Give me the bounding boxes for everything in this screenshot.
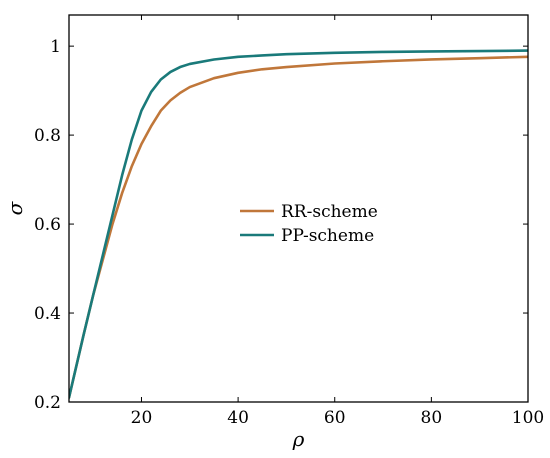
x-tick-label: 40 xyxy=(227,408,249,428)
y-tick-label: 0.8 xyxy=(34,126,61,146)
legend-label-pp-scheme: PP-scheme xyxy=(281,226,374,246)
x-tick-label: 80 xyxy=(421,408,443,428)
x-tick-label: 60 xyxy=(324,408,346,428)
x-axis-label: ρ xyxy=(292,427,305,451)
legend-label-rr-scheme: RR-scheme xyxy=(281,202,378,222)
y-tick-label: 0.6 xyxy=(34,215,61,235)
x-tick-label: 20 xyxy=(131,408,153,428)
plot-marks xyxy=(69,49,528,399)
y-axis-label: σ xyxy=(3,200,27,215)
legend: RR-scheme PP-scheme xyxy=(240,202,378,246)
plot-frame xyxy=(68,14,529,403)
series-line-pp-scheme xyxy=(69,49,528,399)
y-tick-label: 0.2 xyxy=(34,393,61,413)
axis-ticks: 20 40 60 80 100 0.2 0.4 0.6 0.8 1 xyxy=(34,15,544,428)
y-tick-label: 0.4 xyxy=(34,304,61,324)
x-tick-label: 100 xyxy=(512,408,544,428)
series-line-rr-scheme xyxy=(69,55,528,399)
y-tick-label: 1 xyxy=(50,37,61,57)
